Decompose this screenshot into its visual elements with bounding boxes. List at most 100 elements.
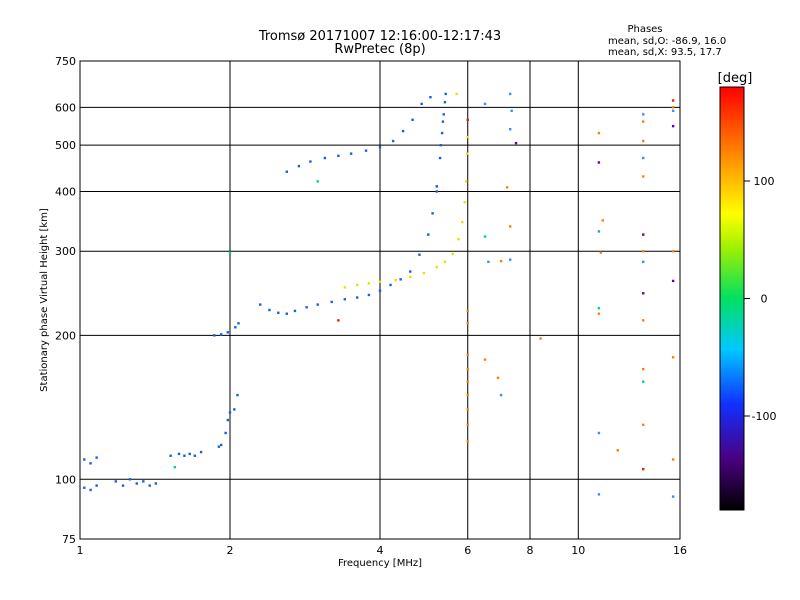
data-point [642,423,645,427]
data-point [642,467,645,471]
colorbar-tick-label: 0 [761,293,768,306]
data-point [89,488,92,492]
data-point [597,493,601,496]
data-point [435,185,438,188]
data-point [671,458,675,461]
data-point [642,380,645,383]
y-tick-labels: 75 100 200 300 400 500 600 750 [55,55,76,546]
x-tick-label: 1 [77,544,84,557]
data-point [429,95,432,99]
y-tick-label: 600 [55,101,76,114]
data-point [154,482,158,485]
data-point [95,484,98,487]
y-tick-label: 400 [55,185,76,198]
colorbar-tick-label: 100 [754,175,775,188]
data-point [642,120,645,123]
data-point [514,141,518,145]
data-point [671,495,675,498]
data-point [228,251,232,254]
data-point [616,449,619,452]
data-point [343,298,347,301]
data-point [597,431,601,435]
data-point [142,480,145,483]
y-tick-label: 200 [55,329,76,342]
data-point [337,154,340,158]
data-point [114,480,118,483]
colorbar-ticks: 100 0 -100 [744,175,776,423]
data-point [431,212,434,215]
data-point [316,180,319,183]
data-point [439,143,443,147]
data-point [442,113,445,116]
data-point [438,156,442,160]
data-point [642,250,645,253]
data-point [601,219,605,222]
data-point [148,484,151,487]
data-point [642,233,645,236]
data-point [364,149,368,152]
data-point [135,482,138,485]
data-point [599,251,603,254]
data-point [316,303,319,306]
data-point [483,358,487,361]
data-point [642,319,645,322]
x-tick-label: 8 [527,544,534,557]
data-point [367,293,371,297]
data-point [483,235,487,238]
data-point [466,353,469,357]
data-point [213,334,216,337]
data-point [483,102,487,106]
data-point [219,443,223,447]
data-point [409,275,412,279]
data-point [378,280,382,283]
x-tick-label: 16 [673,544,687,557]
chart-subtitle: RwPretec (8p) [334,42,425,57]
data-point [671,250,675,253]
data-point [337,319,340,322]
data-point [367,282,371,285]
data-point [487,260,490,264]
data-points [83,92,675,498]
data-point [95,456,98,459]
data-point [466,367,469,371]
data-point [177,452,181,456]
x-tick-label: 6 [464,544,471,557]
data-point [510,109,513,113]
data-point [443,260,447,264]
data-point [435,265,438,269]
data-point [671,356,675,359]
data-point [443,100,447,104]
data-point [457,237,460,241]
data-point [89,462,92,465]
data-point [461,221,464,224]
data-point [642,156,645,160]
data-point [466,322,469,325]
x-tick-labels: 1 2 4 6 8 10 16 [77,544,688,557]
data-point [224,431,227,435]
data-point [259,303,262,306]
data-point [268,308,271,312]
data-point [219,333,223,336]
data-point [309,160,312,163]
data-point [642,139,645,143]
data-point [440,131,444,135]
data-point [217,445,221,448]
data-point [193,454,197,457]
data-point [121,484,125,487]
data-point [671,109,675,113]
data-point [297,164,301,168]
data-point [169,454,172,457]
data-point [642,367,645,371]
data-point [355,296,359,299]
data-point [499,393,503,397]
x-tick-label: 10 [571,544,585,557]
data-point [128,478,132,481]
data-point [466,380,469,383]
data-point [285,170,288,173]
data-point [435,190,438,193]
data-point [173,465,177,469]
data-point [418,253,421,256]
data-point [597,131,601,135]
data-point [293,309,297,313]
data-point [441,120,445,123]
